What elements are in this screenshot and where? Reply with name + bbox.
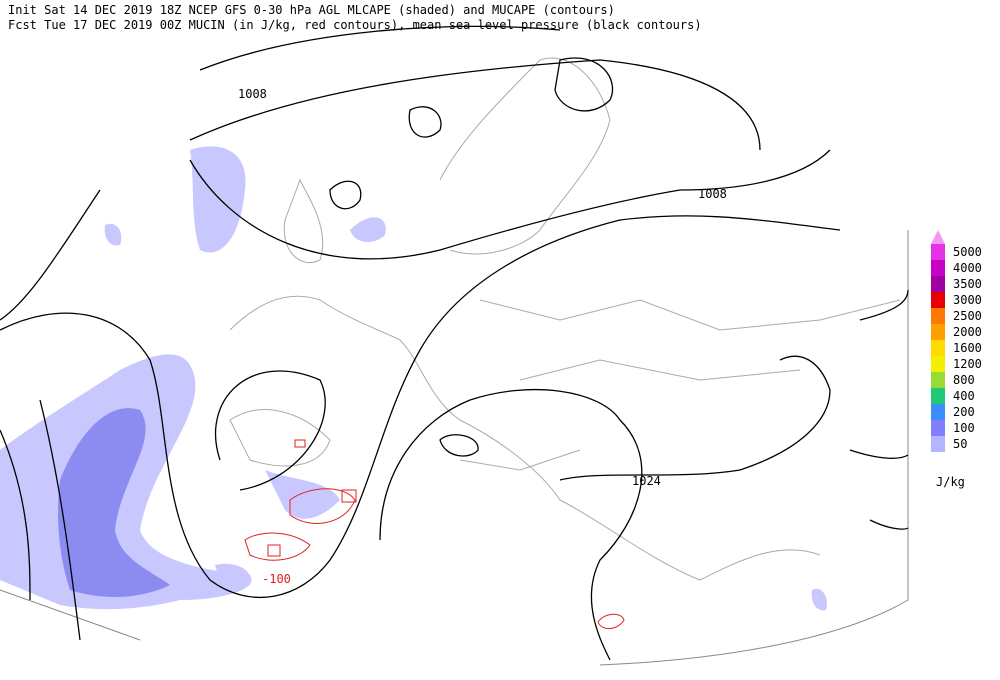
legend-label: 800: [953, 373, 975, 387]
legend-label: 2500: [953, 309, 982, 323]
legend-label: 1200: [953, 357, 982, 371]
legend-label: 5000: [953, 245, 982, 259]
legend-label: 100: [953, 421, 975, 435]
legend-swatch: [931, 324, 945, 340]
contour-label: -100: [262, 572, 291, 586]
legend-arrow: [931, 230, 945, 244]
legend-swatch: [931, 388, 945, 404]
contour-label: 1008: [698, 187, 727, 201]
legend-label: 3000: [953, 293, 982, 307]
shading: [0, 146, 827, 611]
legend-swatch: [931, 276, 945, 292]
contour-label: 1024: [632, 474, 661, 488]
legend-swatch: [931, 404, 945, 420]
legend-swatch: [931, 340, 945, 356]
header-line: Fcst Tue 17 DEC 2019 00Z MUCIN (in J/kg,…: [8, 18, 702, 32]
legend-label: 1600: [953, 341, 982, 355]
legend-label: 200: [953, 405, 975, 419]
legend-unit: J/kg: [936, 475, 965, 489]
legend-swatch: [931, 420, 945, 436]
contour-label: 1008: [238, 87, 267, 101]
legend-swatch: [931, 372, 945, 388]
legend-swatch: [931, 436, 945, 452]
legend-label: 400: [953, 389, 975, 403]
legend-swatch: [931, 356, 945, 372]
legend-label: 2000: [953, 325, 982, 339]
legend: J/kg 5000 4000 3500 3000 2500 2000 1600 1200 800…: [931, 230, 982, 489]
cin-contours: [244, 439, 625, 629]
legend-label: 3500: [953, 277, 982, 291]
legend-label: 50: [953, 437, 967, 451]
legend-swatch: [931, 308, 945, 324]
coastlines: [0, 57, 909, 666]
header-line: Init Sat 14 DEC 2019 18Z NCEP GFS 0-30 h…: [8, 3, 615, 17]
legend-swatch: [931, 292, 945, 308]
legend-swatch: [931, 260, 945, 276]
legend-swatch: [931, 244, 945, 260]
legend-label: 4000: [953, 261, 982, 275]
isobars: [0, 25, 909, 661]
